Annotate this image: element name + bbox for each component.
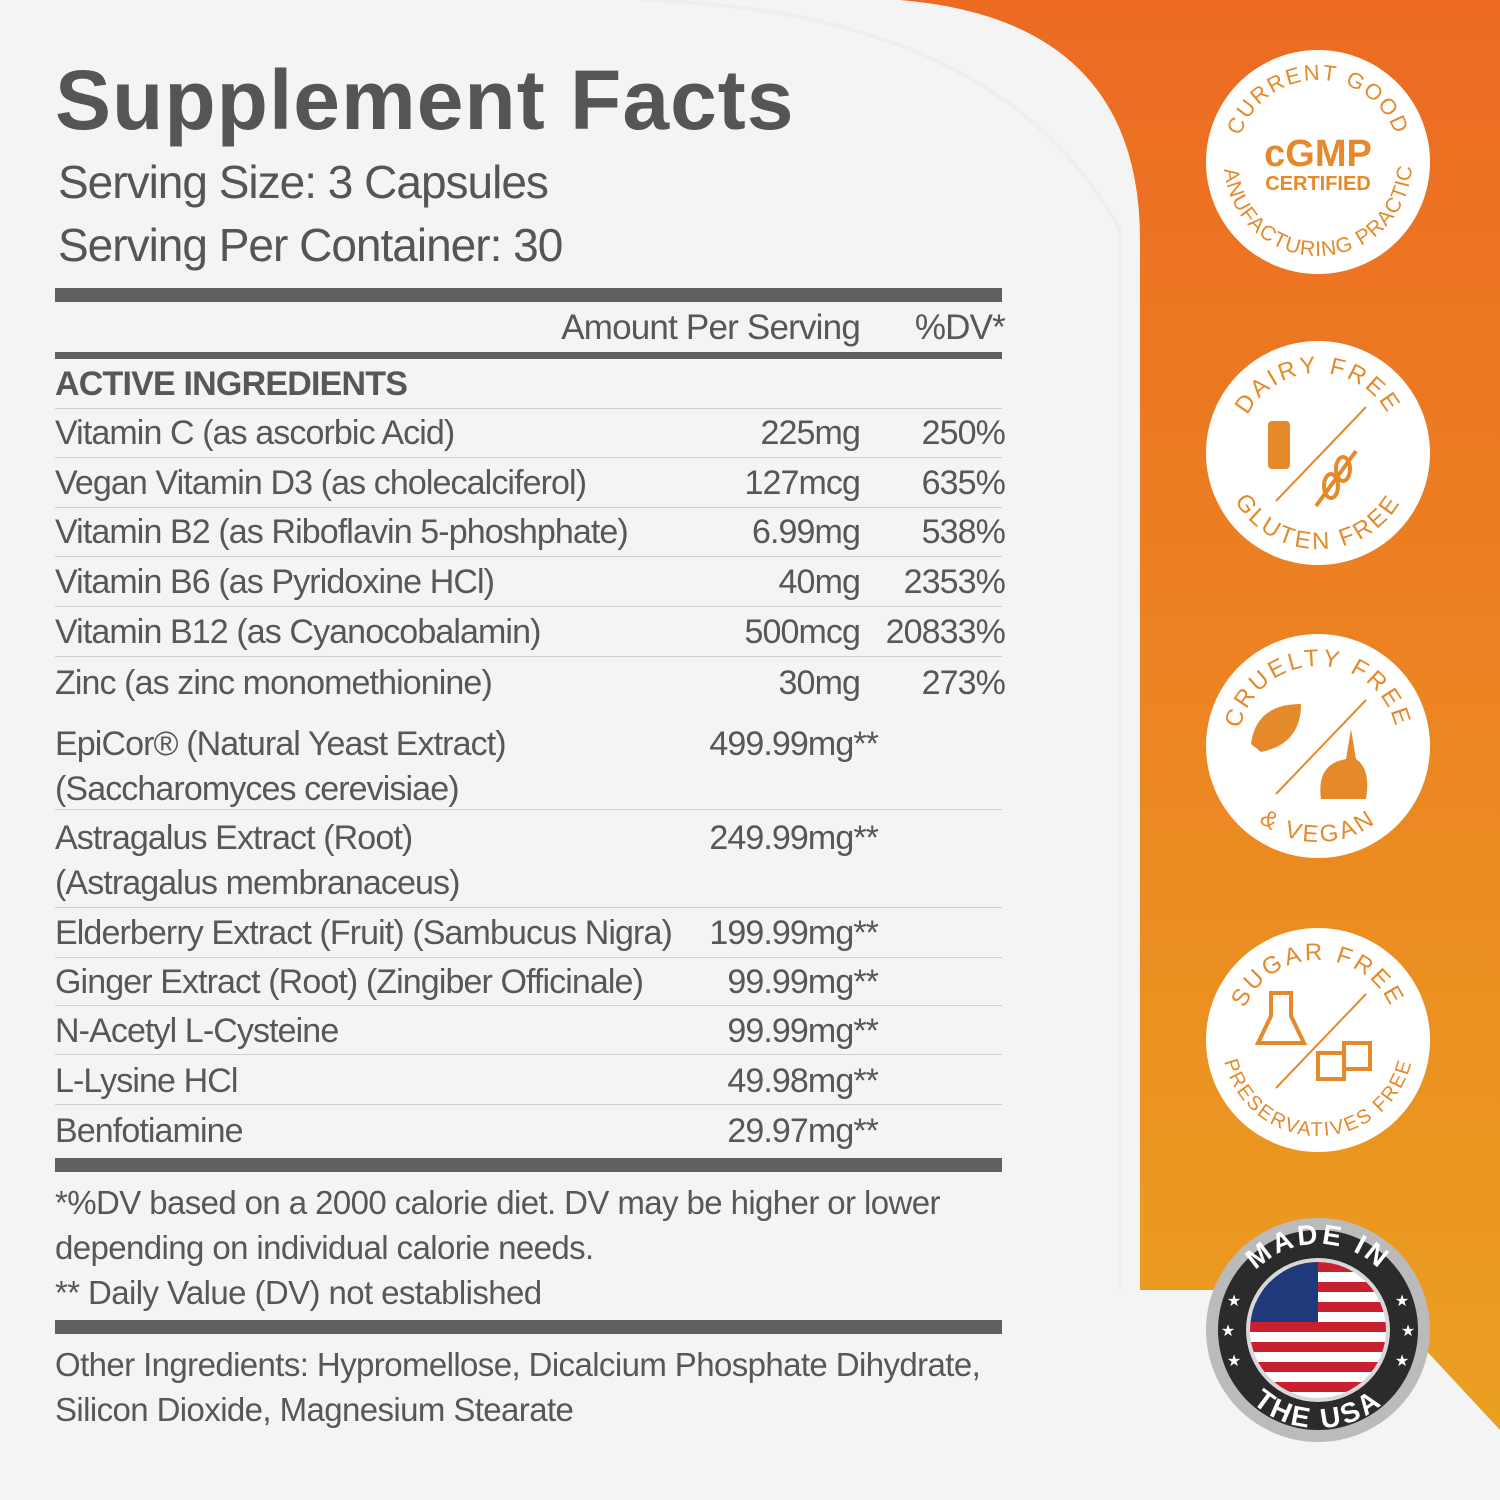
- ingredient-dv: 635%: [921, 464, 1006, 502]
- star-icon: ★ ★ ★ ★ ★ ★: [1221, 1293, 1415, 1370]
- footnote-dv: *%DV based on a 2000 calorie diet. DV ma…: [55, 1184, 940, 1221]
- blend-ingredient-amount: 199.99mg**: [709, 914, 879, 952]
- blend-ingredient-amount: 499.99mg**: [709, 725, 879, 763]
- svg-text:★: ★: [1395, 1293, 1409, 1310]
- blend-ingredient-amount: 99.99mg**: [727, 963, 879, 1001]
- cgmp-badge: CURRENT GOOD MANUFACTURING PRACTICE cGMP…: [1206, 50, 1430, 274]
- ingredient-name: Vitamin C (as ascorbic Acid): [55, 414, 455, 452]
- svg-text:★: ★: [1227, 1293, 1241, 1310]
- row-divider: [55, 957, 1002, 958]
- row-divider: [55, 1005, 1002, 1006]
- divider: [55, 352, 1002, 359]
- blend-ingredient-name: Ginger Extract (Root) (Zingiber Officina…: [55, 963, 644, 1001]
- blend-ingredient-botanical: (Saccharomyces cerevisiae): [55, 770, 460, 808]
- svg-text:★: ★: [1401, 1323, 1415, 1340]
- blend-ingredient-name: Astragalus Extract (Root): [55, 819, 413, 857]
- footnote-not-established: ** Daily Value (DV) not established: [55, 1274, 542, 1311]
- svg-text:★: ★: [1227, 1353, 1241, 1370]
- row-divider: [55, 507, 1002, 508]
- svg-text:CERTIFIED: CERTIFIED: [1265, 173, 1371, 195]
- column-header-amount: Amount Per Serving: [561, 308, 861, 347]
- rabbit-icon: [1320, 729, 1368, 799]
- row-divider: [55, 408, 1002, 409]
- blend-ingredient-name: L-Lysine HCl: [55, 1062, 238, 1100]
- ingredient-name: Vitamin B12 (as Cyanocobalamin): [55, 613, 541, 651]
- ingredient-amount: 500mcg: [744, 613, 860, 651]
- row-divider: [55, 809, 1002, 810]
- divider-thick: [55, 1320, 1002, 1334]
- blend-ingredient-amount: 49.98mg**: [727, 1062, 879, 1100]
- column-header-dv: %DV*: [914, 308, 1006, 347]
- blend-ingredient-name: Elderberry Extract (Fruit) (Sambucus Nig…: [55, 914, 673, 952]
- leaf-icon: [1251, 704, 1301, 752]
- row-divider: [55, 1054, 1002, 1055]
- flask-icon: [1254, 991, 1308, 1045]
- ingredient-name: Vegan Vitamin D3 (as cholecalciferol): [55, 464, 587, 502]
- blend-ingredient-amount: 249.99mg**: [709, 819, 879, 857]
- svg-text:★: ★: [1395, 1353, 1409, 1370]
- servings-per-container: Serving Per Container: 30: [58, 219, 563, 271]
- ingredient-dv: 538%: [921, 513, 1006, 551]
- ingredient-amount: 225mg: [760, 414, 861, 452]
- other-ingredients: Other Ingredients: Hypromellose, Dicalci…: [55, 1346, 981, 1383]
- row-divider: [55, 606, 1002, 607]
- ingredient-amount: 6.99mg: [751, 513, 861, 551]
- blend-ingredient-name: N-Acetyl L-Cysteine: [55, 1012, 339, 1050]
- ingredient-dv: 2353%: [903, 563, 1006, 601]
- ingredient-amount: 40mg: [778, 563, 861, 601]
- divider-thick: [55, 288, 1002, 302]
- ingredient-dv: 20833%: [885, 613, 1006, 651]
- blend-ingredient-amount: 29.97mg**: [727, 1112, 879, 1150]
- cruelty-free-vegan-badge: CRUELTY FREE & VEGAN: [1206, 634, 1430, 858]
- sugar-preservatives-free-badge: SUGAR FREE PRESERVATIVES FREE: [1206, 928, 1430, 1152]
- svg-text:cGMP: cGMP: [1264, 133, 1372, 175]
- serving-size: Serving Size: 3 Capsules: [58, 156, 549, 208]
- row-divider: [55, 556, 1002, 557]
- footnote-dv-cont: depending on individual calorie needs.: [55, 1229, 594, 1266]
- ingredient-amount: 30mg: [778, 664, 861, 702]
- row-divider: [55, 907, 1002, 908]
- row-divider: [55, 457, 1002, 458]
- page-title: Supplement Facts: [55, 53, 795, 147]
- ingredient-name: Vitamin B6 (as Pyridoxine HCl): [55, 563, 495, 601]
- ingredient-name: Vitamin B2 (as Riboflavin 5-phoshphate): [55, 513, 629, 551]
- made-in-usa-badge: MADE IN THE USA ★ ★★ ★★ ★: [1206, 1218, 1430, 1442]
- sugar-cubes-icon: [1316, 1041, 1372, 1081]
- blend-ingredient-botanical: (Astragalus membranaceus): [55, 864, 460, 902]
- divider-thick: [55, 1158, 1002, 1172]
- wheat-icon: [1314, 449, 1358, 508]
- svg-text:★: ★: [1221, 1323, 1235, 1340]
- section-heading: ACTIVE INGREDIENTS: [55, 365, 408, 403]
- other-ingredients-cont: Silicon Dioxide, Magnesium Stearate: [55, 1391, 574, 1428]
- blend-ingredient-amount: 99.99mg**: [727, 1012, 879, 1050]
- us-flag-icon: [1250, 1262, 1386, 1398]
- ingredient-amount: 127mcg: [744, 464, 860, 502]
- ingredient-name: Zinc (as zinc monomethionine): [55, 664, 493, 702]
- milk-bottle-icon: [1268, 421, 1290, 469]
- ingredient-dv: 273%: [921, 664, 1006, 702]
- row-divider: [55, 656, 1002, 657]
- blend-ingredient-name: EpiCor® (Natural Yeast Extract): [55, 725, 507, 763]
- ingredient-dv: 250%: [921, 414, 1006, 452]
- dairy-gluten-free-badge: DAIRY FREE GLUTEN FREE: [1206, 341, 1430, 565]
- row-divider: [55, 1104, 1002, 1105]
- blend-ingredient-name: Benfotiamine: [55, 1112, 244, 1150]
